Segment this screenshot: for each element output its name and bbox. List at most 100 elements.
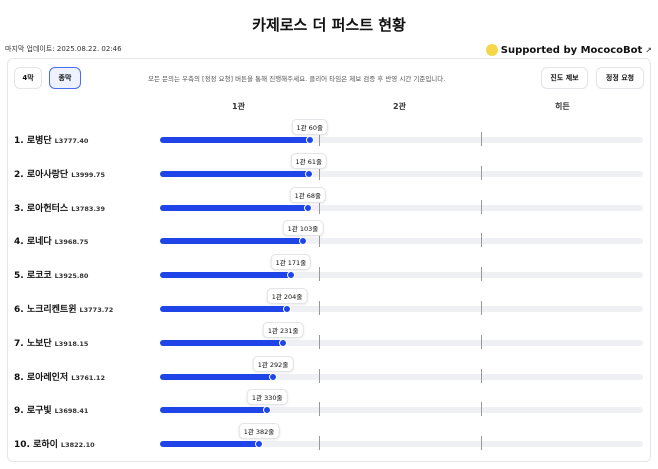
progress-track: 1관 382줄 — [160, 423, 643, 451]
guild-name: 10. 로하이 L3822.10 — [14, 440, 95, 451]
guild-name: 7. 노보단 L3918.15 — [14, 338, 89, 349]
progress-marker — [255, 440, 263, 449]
progress-tooltip: 1관 204줄 — [266, 288, 308, 304]
progress-track: 1관 171줄 — [160, 254, 643, 282]
progress-tooltip: 1관 60줄 — [291, 119, 328, 135]
stage-divider — [481, 165, 483, 180]
progress-marker — [283, 305, 292, 313]
progress-fill — [160, 137, 310, 143]
stage-divider — [481, 199, 483, 214]
guild-name: 8. 로아레인저 L3761.12 — [14, 372, 105, 383]
progress-tooltip: 1관 292줄 — [252, 355, 294, 372]
progress-track: 1관 292줄 — [160, 355, 643, 383]
stage-divider — [319, 334, 321, 349]
report-progress-button[interactable]: 진도 제보 — [541, 67, 588, 89]
ranking-row: 3. 로아헌터스 L3783.39 1관 68줄 — [0, 186, 658, 217]
progress-track: 1관 204줄 — [160, 288, 643, 315]
guild-level: L3999.75 — [71, 170, 105, 179]
ranking-row: 1. 로병단 L3777.40 1관 60줄 — [0, 119, 658, 149]
progress-track: 1관 60줄 — [160, 119, 643, 146]
progress-marker — [305, 136, 314, 144]
stage-divider — [481, 368, 483, 383]
guild-name: 6. 노크리켄트윈 L3773.72 — [14, 305, 114, 315]
stage-divider — [481, 436, 483, 451]
guild-name: 4. 로네다 L3968.75 — [14, 237, 89, 248]
stage-divider — [481, 267, 483, 282]
guild-level: L3761.12 — [71, 373, 105, 382]
stage-header-hidden: 히든 — [555, 102, 570, 111]
stage-divider — [319, 436, 321, 451]
stage-divider — [481, 402, 483, 417]
stage-header-1: 1관 — [232, 102, 245, 111]
progress-track: 1관 330줄 — [160, 389, 643, 417]
tab-act4[interactable]: 4막 — [14, 67, 42, 89]
progress-fill — [160, 407, 268, 414]
guild-level: L3968.75 — [54, 238, 89, 247]
ranking-card — [7, 58, 651, 462]
guild-level: L3783.39 — [71, 204, 105, 213]
progress-fill — [160, 441, 259, 448]
ranking-row: 5. 로코코 L3925.80 1관 171줄 — [0, 254, 658, 284]
ranking-row: 6. 노크리켄트윈 L3773.72 1관 204줄 — [0, 288, 658, 318]
progress-tooltip: 1관 330줄 — [246, 389, 288, 406]
progress-tooltip: 1관 231줄 — [262, 321, 304, 338]
correction-request-button[interactable]: 정정 요청 — [596, 67, 644, 89]
stage-divider — [319, 368, 321, 383]
progress-marker — [263, 406, 272, 415]
guild-level: L3777.40 — [54, 137, 89, 145]
guild-level: L3822.10 — [60, 441, 95, 450]
progress-fill — [160, 373, 274, 380]
progress-marker — [269, 372, 278, 381]
progress-tooltip: 1관 382줄 — [238, 423, 280, 440]
support-link[interactable]: Supported by MococoBot ↗ — [485, 44, 652, 56]
progress-marker — [298, 237, 307, 246]
progress-fill — [160, 238, 303, 245]
external-link-icon: ↗ — [645, 45, 652, 55]
progress-track: 1관 103줄 — [160, 220, 643, 248]
stage-divider — [481, 233, 483, 248]
progress-marker — [286, 271, 295, 280]
progress-tooltip: 1관 68줄 — [289, 186, 327, 203]
stage-divider — [319, 301, 321, 315]
last-updated: 마지막 업데이트: 2025.08.22. 02:46 — [5, 45, 122, 53]
guild-name: 2. 로아사랑단 L3999.75 — [14, 169, 105, 180]
progress-marker — [279, 338, 288, 347]
stage-divider — [319, 165, 321, 180]
ranking-row: 2. 로아사랑단 L3999.75 1관 61줄 — [0, 152, 658, 183]
progress-tooltip: 1관 103줄 — [282, 220, 324, 237]
stage-divider — [481, 132, 483, 146]
mococo-bot-icon — [485, 44, 498, 56]
progress-fill — [160, 170, 309, 177]
stage-divider — [319, 132, 321, 146]
guild-name: 5. 로코코 L3925.80 — [14, 271, 89, 282]
guild-level: L3918.15 — [54, 339, 89, 348]
notice-text: 모든 문의는 우측의 [정정 요청] 버튼을 통해 진행해주세요. 클리어 타임… — [148, 75, 446, 83]
progress-fill — [160, 272, 291, 279]
progress-tooltip: 1관 171줄 — [270, 254, 312, 271]
stage-header-2: 2관 — [393, 102, 406, 111]
progress-marker — [304, 169, 313, 178]
guild-name: 1. 로병단 L3777.40 — [14, 136, 89, 146]
ranking-row: 10. 로하이 L3822.10 1관 382줄 — [0, 423, 658, 453]
ranking-row: 7. 노보단 L3918.15 1관 231줄 — [0, 321, 658, 352]
stage-divider — [319, 233, 321, 248]
stage-divider — [481, 301, 483, 315]
guild-level: L3925.80 — [54, 272, 89, 281]
progress-marker — [303, 203, 312, 212]
progress-fill — [160, 204, 308, 211]
stage-divider — [319, 402, 321, 417]
progress-fill — [160, 339, 284, 346]
stage-divider — [319, 199, 321, 214]
page-title: 카제로스 더 퍼스트 현황 — [252, 16, 406, 34]
ranking-row: 8. 로아레인저 L3761.12 1관 292줄 — [0, 355, 658, 386]
stage-divider — [481, 334, 483, 349]
guild-name: 3. 로아헌터스 L3783.39 — [14, 203, 105, 214]
guild-level: L3773.72 — [79, 306, 114, 314]
progress-fill — [160, 306, 288, 312]
tab-final-act[interactable]: 종막 — [49, 67, 81, 89]
ranking-row: 4. 로네다 L3968.75 1관 103줄 — [0, 220, 658, 250]
guild-level: L3698.41 — [54, 407, 89, 416]
stage-divider — [319, 267, 321, 282]
progress-track: 1관 231줄 — [160, 321, 643, 349]
support-label: Supported by MococoBot — [500, 44, 643, 56]
